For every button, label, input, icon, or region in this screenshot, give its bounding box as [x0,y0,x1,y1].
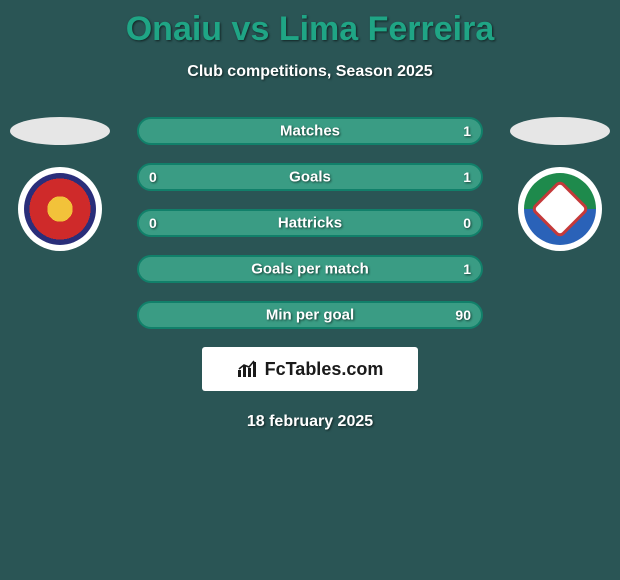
stat-label: Goals per match [139,261,481,278]
stat-row: 1Goals per match [137,255,483,283]
player-left-column [0,117,120,251]
date-label: 18 february 2025 [0,413,620,431]
title-vs: vs [232,10,270,48]
brand-badge: FcTables.com [202,347,418,391]
player-left-avatar [10,117,110,145]
stat-label: Matches [139,123,481,140]
stat-row: 1Matches [137,117,483,145]
stat-row: 01Goals [137,163,483,191]
comparison-content: 1Matches 01Goals 00Hattricks 1Goals per mat… [0,117,620,431]
player-left-club-badge [18,167,102,251]
stat-label: Min per goal [139,307,481,324]
stat-label: Goals [139,169,481,186]
title-player-left: Onaiu [126,10,222,48]
player-right-avatar [510,117,610,145]
player-right-column [500,117,620,251]
stat-label: Hattricks [139,215,481,232]
page-title: Onaiu vs Lima Ferreira [0,0,620,49]
bar-chart-icon [237,360,259,378]
title-player-right: Lima Ferreira [279,10,494,48]
brand-text: FcTables.com [265,359,384,380]
stat-bars: 1Matches 01Goals 00Hattricks 1Goals per mat… [137,117,483,329]
player-right-club-badge [518,167,602,251]
stat-row: 90Min per goal [137,301,483,329]
stat-row: 00Hattricks [137,209,483,237]
subtitle: Club competitions, Season 2025 [0,63,620,81]
